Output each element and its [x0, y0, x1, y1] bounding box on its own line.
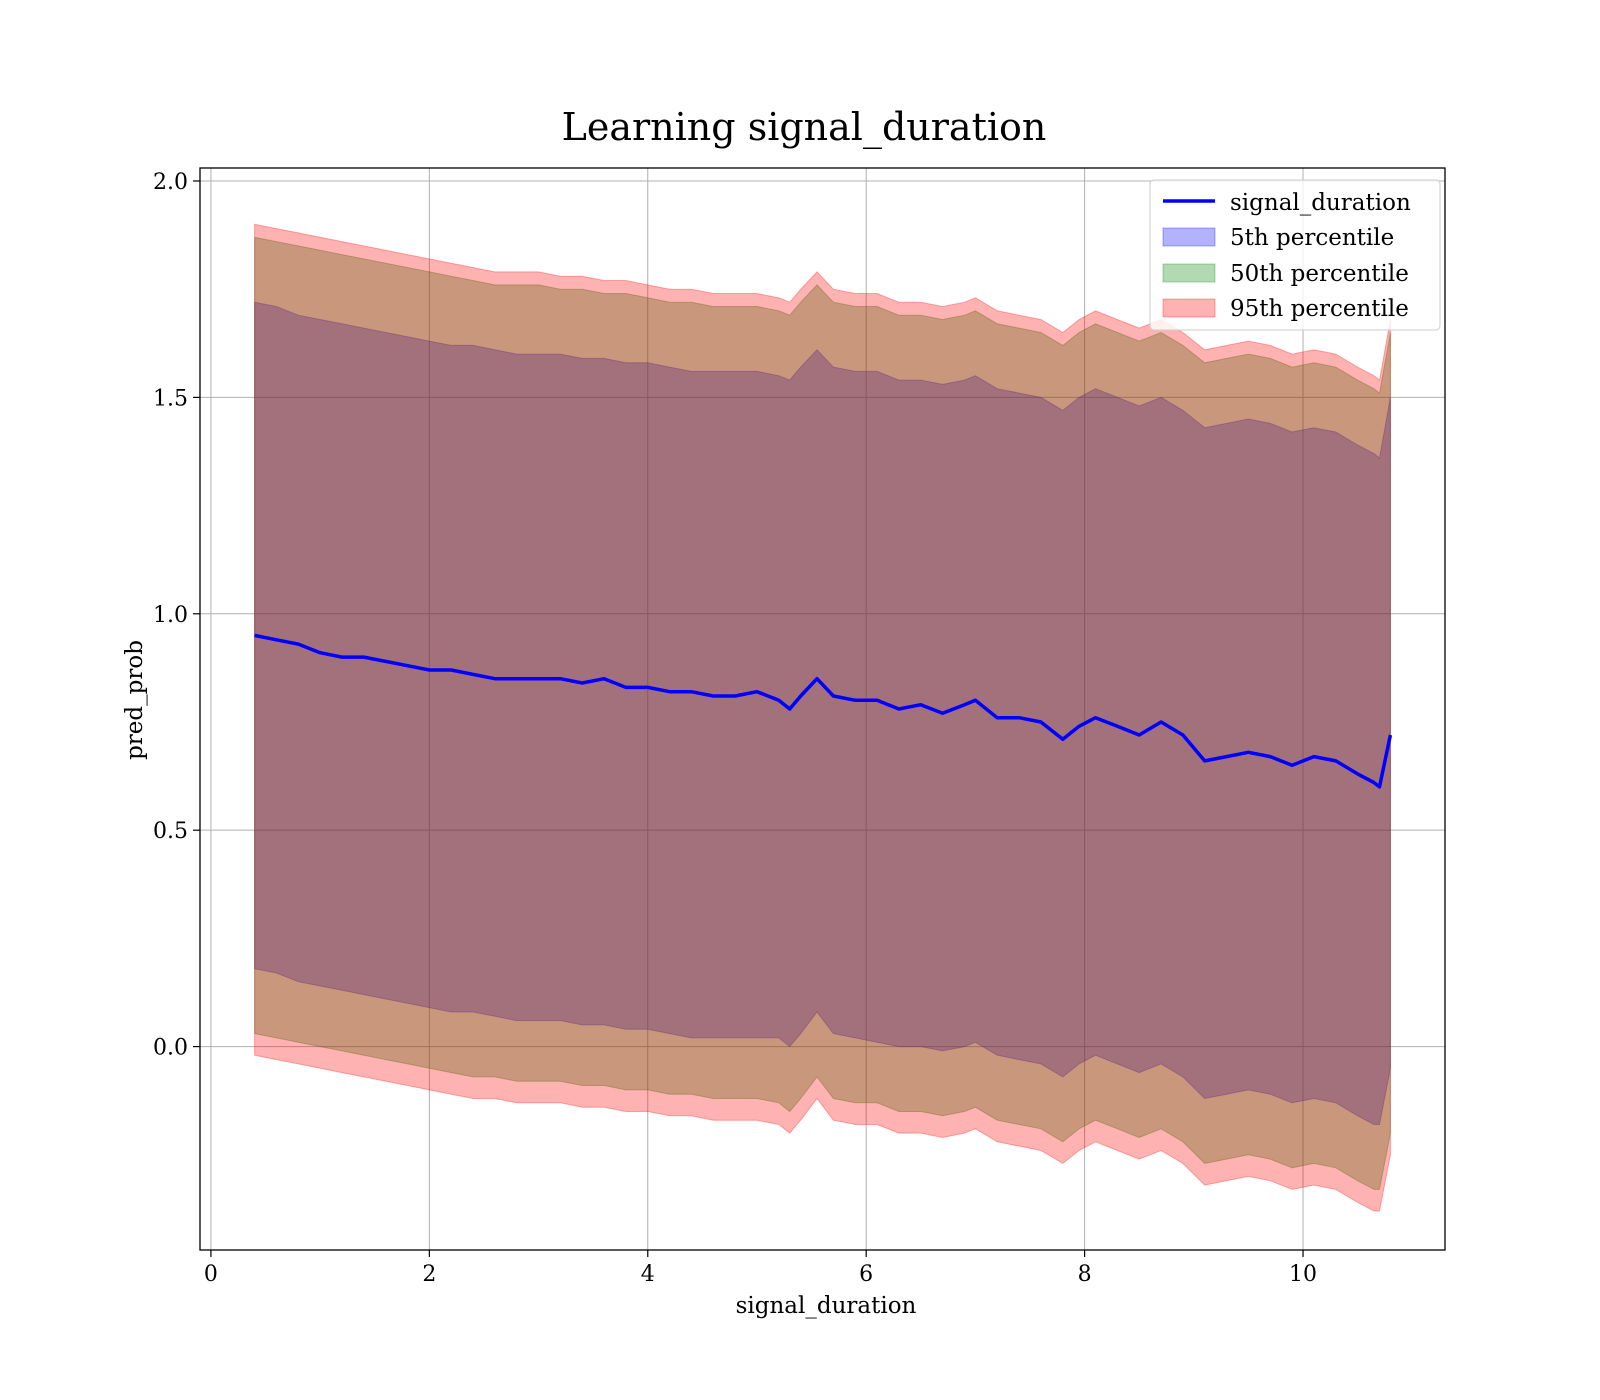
- x-tick-label: 2: [422, 1262, 436, 1287]
- plot-frame: [199, 167, 1446, 1251]
- band-2: [254, 236, 1391, 1190]
- legend-label-50th: 50th percentile: [1230, 261, 1409, 287]
- legend-swatch-50th: [1162, 263, 1216, 283]
- chart-title: Learning signal_duration: [562, 105, 1047, 150]
- legend: signal_duration 5th percentile 50th perc…: [1149, 179, 1441, 331]
- y-tick-label: 0.5: [153, 819, 188, 844]
- x-axis-label: signal_duration: [736, 1293, 917, 1319]
- band-3: [254, 223, 1391, 1212]
- x-tick-label: 8: [1078, 1262, 1092, 1287]
- legend-box: [1149, 179, 1441, 331]
- y-tick-label: 2.0: [153, 170, 188, 195]
- y-axis-label: pred_prob: [122, 640, 148, 760]
- x-tick-label: 6: [859, 1262, 873, 1287]
- x-tick-label: 0: [204, 1262, 218, 1287]
- legend-label-5th: 5th percentile: [1230, 225, 1394, 251]
- line-layer: [254, 633, 1393, 789]
- series-line-1: [254, 633, 1393, 789]
- band-1: [254, 301, 1391, 1125]
- y-tick-label: 1.0: [153, 603, 188, 628]
- legend-swatch-95th: [1162, 298, 1216, 318]
- legend-label-95th: 95th percentile: [1230, 296, 1409, 322]
- y-tick-label: 0.0: [153, 1036, 188, 1061]
- y-axis-ticks: 0.0 0.5 1.0 1.5 2.0: [153, 170, 200, 1061]
- y-tick-label: 1.5: [153, 386, 188, 411]
- percentile-bands: [254, 223, 1391, 1212]
- legend-label-line: signal_duration: [1230, 190, 1411, 216]
- x-tick-label: 10: [1289, 1262, 1317, 1287]
- x-tick-label: 4: [641, 1262, 655, 1287]
- x-axis-ticks: 0 2 4 6 8 10: [204, 1250, 1317, 1287]
- legend-swatch-5th: [1162, 227, 1216, 247]
